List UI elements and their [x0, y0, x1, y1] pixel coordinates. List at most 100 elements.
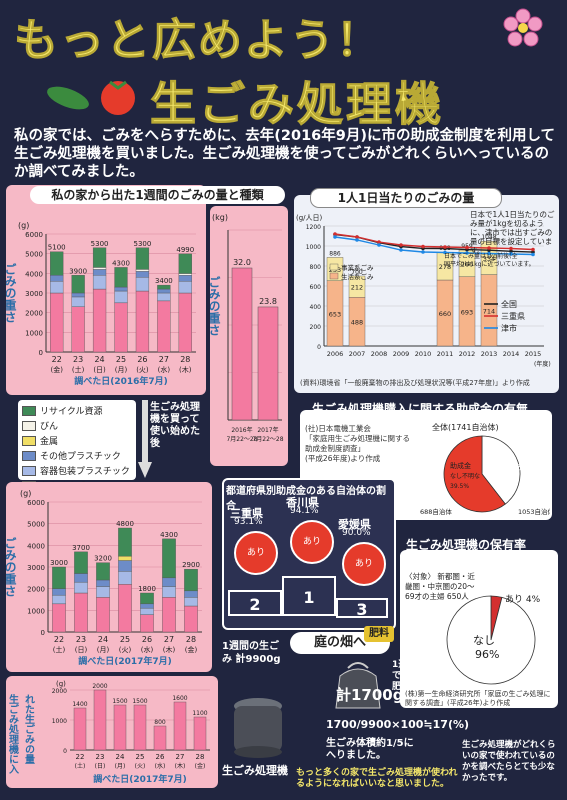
- series-point: [443, 245, 447, 249]
- bar-value-label: 660: [439, 310, 451, 318]
- week-total-label: 1週間の生ごみ 計9900g: [222, 641, 281, 665]
- x-unit: (年度): [534, 360, 551, 368]
- flower-icon: [503, 8, 543, 48]
- x-tick-label: (木): [175, 762, 186, 770]
- y-tick-label: 6000: [27, 499, 45, 507]
- compost-total: 計1700g: [336, 686, 404, 704]
- legend-label: 金属: [40, 437, 59, 447]
- bar-segment: [74, 581, 88, 594]
- bar-segment: [96, 597, 110, 633]
- calc2-text: 生ごみ体積約1/5にへりました。: [326, 738, 414, 761]
- bar-segment: [52, 594, 66, 605]
- x-tick-label: 26: [137, 355, 147, 364]
- series-point: [421, 244, 425, 249]
- x-tick-label: 23: [76, 635, 86, 644]
- bar-segment: [74, 592, 88, 633]
- y-tick-label: 1000: [25, 329, 43, 337]
- x-tick-label: 27: [164, 635, 174, 644]
- main-title: もっと広めよう！: [14, 15, 382, 67]
- down-arrow: [138, 400, 152, 478]
- bar-segment: [118, 560, 132, 572]
- bar-segment: [348, 275, 366, 298]
- y-tick-label: 3000: [25, 290, 43, 298]
- x-tick-label: 2010: [415, 350, 432, 358]
- legend-swatch: [329, 263, 339, 271]
- series-point: [355, 238, 359, 242]
- section2-title: 1人1日当たりのごみの量: [310, 188, 502, 208]
- bar-segment: [118, 527, 132, 557]
- x-tick-label: 25: [116, 355, 126, 364]
- x-tick-label: (土): [75, 762, 86, 770]
- y-tick-label: 4000: [27, 542, 45, 550]
- y-tick-label: 400: [310, 304, 322, 311]
- x-tick-label: (水): [158, 365, 171, 374]
- series-line: [334, 236, 534, 256]
- pref-pct: 90.0%: [342, 528, 371, 538]
- bar: [193, 716, 207, 751]
- x-tick-label: 28: [180, 355, 190, 364]
- bar-segment: [178, 292, 192, 353]
- x-tick-label: (木): [179, 365, 192, 374]
- bar-segment: [178, 273, 192, 276]
- series-line: [334, 233, 534, 251]
- pie-slice: [481, 435, 521, 505]
- chart-line: (g/人日) 0 200 400 600 800 1000 1200 2006 2007 2008 2…: [296, 214, 551, 368]
- bar-segment: [140, 592, 154, 605]
- bar-value-label: 3000: [50, 559, 68, 567]
- series-point: [531, 247, 535, 252]
- x-tick-label: (月): [97, 646, 110, 654]
- series-point: [487, 251, 491, 256]
- bar-segment: [135, 247, 150, 270]
- x-tick-label: 27: [159, 355, 169, 364]
- y-tick-label: 800: [310, 264, 322, 271]
- x-tick-label: 23: [96, 753, 105, 761]
- processor-name: 生ごみ処理機: [222, 764, 288, 777]
- x-tick-label: 25: [136, 753, 145, 761]
- series-point: [399, 248, 403, 252]
- x-tick-label: 2011: [437, 350, 454, 358]
- pref-name: 愛媛県: [338, 518, 371, 531]
- x-caption: 調べた日(2017年7月): [78, 655, 172, 667]
- pref-pct: 94.1%: [290, 506, 319, 516]
- series-point: [509, 249, 513, 254]
- x-tick-label: 2016年: [231, 426, 252, 434]
- subsidy-source: (社)日本電機工業会 「家庭用生ごみ処理機に関する助成金制度調査」 (平成26年…: [305, 424, 410, 463]
- bar-value-label: 5300: [91, 240, 109, 248]
- bar-value-label: 2900: [182, 561, 200, 569]
- bar-segment: [118, 571, 132, 585]
- bar-value-label: 693: [461, 308, 473, 316]
- legend-label: 全国: [501, 299, 517, 309]
- series-point: [465, 245, 469, 250]
- bar-segment: [96, 562, 110, 581]
- x-tick-label: 7月22〜28: [252, 436, 283, 443]
- bar-value-label: 32.0: [233, 258, 251, 267]
- section1-title: 私の家から出た1週間のごみの量と種類: [30, 186, 285, 204]
- y-tick-label: 1200: [306, 224, 321, 231]
- bar-segment: [92, 275, 107, 290]
- x-tick-label: 2006: [327, 350, 344, 358]
- bar: [73, 707, 87, 751]
- y-unit: (g/人日): [296, 214, 323, 222]
- y-unit: (g): [20, 489, 31, 498]
- x-tick-label: (火): [135, 763, 146, 770]
- compost-bag-icon: [330, 656, 386, 712]
- bar-total-label: 886: [329, 250, 341, 257]
- y-tick-label: 2000: [52, 688, 67, 695]
- bar-segment: [184, 605, 198, 633]
- legend-swatch: [22, 450, 36, 461]
- legend-item: リサイクル資源: [22, 404, 132, 417]
- legend-label: その他プラスチック: [40, 452, 121, 462]
- y-tick-label: 1000: [27, 607, 45, 615]
- pie-label: なし不明な: [450, 473, 480, 480]
- x-tick-label: (日): [93, 366, 106, 374]
- x-tick-label: 25: [120, 635, 130, 644]
- pie-slice: [446, 595, 536, 685]
- bar-value-label: 488: [351, 319, 363, 327]
- section5-title: 生ごみ処理機の保有率: [406, 538, 527, 552]
- bar-value-label: 1100: [192, 710, 207, 717]
- x-tick-label: 22: [52, 355, 62, 364]
- legend-box: リサイクル資源びん金属その他プラスチック容器包装プラスチックもやせるごみ: [18, 400, 136, 492]
- bar: [133, 704, 147, 751]
- bar-value-label: 2000: [92, 683, 107, 690]
- y-tick-label: 2000: [25, 310, 43, 318]
